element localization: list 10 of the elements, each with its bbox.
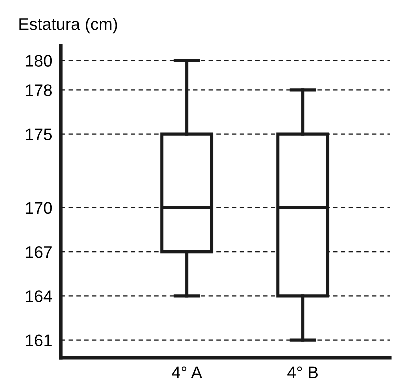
y-tick-label: 170 bbox=[26, 202, 52, 214]
y-axis-title: Estatura (cm) bbox=[20, 18, 118, 34]
y-tick-label: 175 bbox=[26, 128, 52, 141]
x-tick-label: 4° B bbox=[288, 366, 318, 378]
y-tick-label: 167 bbox=[26, 246, 52, 258]
x-tick-label: 4° A bbox=[172, 366, 202, 378]
y-tick-label: 164 bbox=[26, 290, 52, 302]
y-tick-label: 178 bbox=[26, 84, 52, 96]
y-tick-label: 180 bbox=[26, 55, 52, 67]
y-tick-label: 161 bbox=[26, 334, 52, 347]
